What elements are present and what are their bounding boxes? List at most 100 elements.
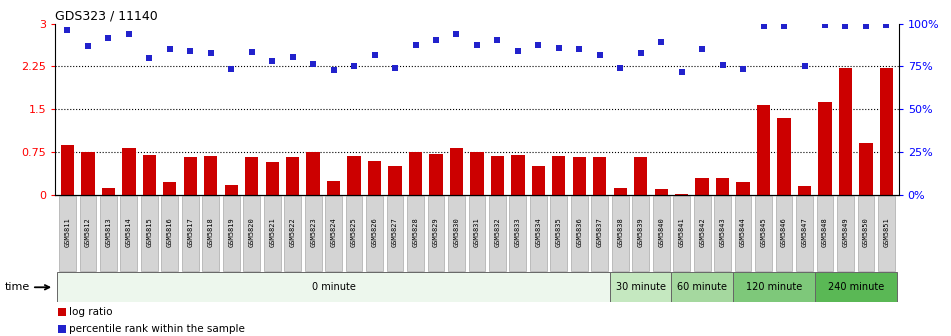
FancyBboxPatch shape: [592, 197, 609, 270]
Text: GSM5836: GSM5836: [576, 217, 582, 247]
Text: log ratio: log ratio: [69, 307, 113, 317]
Bar: [757, 104, 770, 195]
Bar: [573, 157, 586, 195]
Text: GSM5811: GSM5811: [65, 217, 70, 247]
FancyBboxPatch shape: [671, 272, 733, 302]
FancyBboxPatch shape: [387, 197, 403, 270]
Point: [572, 47, 587, 52]
Bar: [429, 154, 442, 195]
Point: [715, 62, 730, 67]
Point: [653, 39, 669, 44]
Text: GSM5822: GSM5822: [290, 217, 296, 247]
Bar: [532, 166, 545, 195]
Text: GSM5825: GSM5825: [351, 217, 357, 247]
Text: GSM5837: GSM5837: [597, 217, 603, 247]
FancyBboxPatch shape: [284, 197, 301, 270]
Bar: [471, 152, 483, 195]
Bar: [388, 166, 401, 195]
Point: [101, 35, 116, 41]
Bar: [61, 144, 74, 195]
Text: GSM5824: GSM5824: [331, 217, 337, 247]
Text: GSM5834: GSM5834: [535, 217, 541, 247]
Bar: [224, 184, 238, 195]
Bar: [880, 68, 893, 195]
Bar: [143, 155, 156, 195]
Text: 0 minute: 0 minute: [312, 282, 356, 292]
FancyBboxPatch shape: [755, 197, 772, 270]
Bar: [512, 155, 525, 195]
FancyBboxPatch shape: [735, 197, 751, 270]
Bar: [81, 152, 94, 195]
FancyBboxPatch shape: [469, 197, 485, 270]
Point: [60, 28, 75, 33]
Point: [80, 44, 95, 49]
Text: GSM5823: GSM5823: [310, 217, 316, 247]
Text: GSM5815: GSM5815: [146, 217, 152, 247]
Bar: [839, 68, 852, 195]
Text: GSM5826: GSM5826: [372, 217, 378, 247]
Bar: [306, 152, 320, 195]
Text: GSM5843: GSM5843: [720, 217, 726, 247]
Text: GSM5813: GSM5813: [106, 217, 111, 247]
Bar: [491, 156, 504, 195]
FancyBboxPatch shape: [263, 197, 281, 270]
FancyBboxPatch shape: [714, 197, 731, 270]
Text: GSM5848: GSM5848: [822, 217, 828, 247]
Text: percentile rank within the sample: percentile rank within the sample: [69, 324, 245, 334]
Point: [633, 50, 649, 56]
Point: [449, 31, 464, 37]
FancyBboxPatch shape: [652, 197, 670, 270]
Point: [511, 48, 526, 54]
FancyBboxPatch shape: [632, 197, 650, 270]
Point: [264, 58, 280, 64]
Text: GSM5841: GSM5841: [679, 217, 685, 247]
Point: [735, 67, 750, 72]
FancyBboxPatch shape: [858, 197, 874, 270]
Bar: [57, 308, 66, 316]
Text: GSM5821: GSM5821: [269, 217, 275, 247]
FancyBboxPatch shape: [878, 197, 895, 270]
Point: [244, 49, 260, 55]
Text: GSM5817: GSM5817: [187, 217, 193, 247]
Text: GSM5844: GSM5844: [740, 217, 747, 247]
Bar: [593, 157, 607, 195]
Text: GSM5818: GSM5818: [207, 217, 214, 247]
Bar: [450, 148, 463, 195]
Point: [305, 61, 320, 66]
Text: GSM5812: GSM5812: [85, 217, 91, 247]
Text: GSM5830: GSM5830: [454, 217, 459, 247]
FancyBboxPatch shape: [203, 197, 219, 270]
Bar: [613, 188, 627, 195]
Text: GSM5846: GSM5846: [781, 217, 787, 247]
FancyBboxPatch shape: [551, 197, 567, 270]
Bar: [634, 157, 648, 195]
Bar: [184, 157, 197, 195]
Bar: [675, 194, 689, 195]
FancyBboxPatch shape: [693, 197, 710, 270]
Bar: [265, 162, 279, 195]
FancyBboxPatch shape: [611, 197, 629, 270]
Text: GSM5816: GSM5816: [166, 217, 173, 247]
Text: GSM5835: GSM5835: [555, 217, 562, 247]
Bar: [102, 188, 115, 195]
Bar: [736, 182, 749, 195]
Point: [694, 47, 709, 52]
Bar: [327, 181, 340, 195]
Bar: [57, 325, 66, 333]
FancyBboxPatch shape: [366, 197, 383, 270]
Point: [204, 50, 219, 56]
Bar: [798, 186, 811, 195]
Text: GSM5832: GSM5832: [495, 217, 500, 247]
FancyBboxPatch shape: [141, 197, 158, 270]
Point: [838, 24, 853, 29]
Bar: [245, 157, 259, 195]
FancyBboxPatch shape: [121, 197, 137, 270]
Text: GSM5833: GSM5833: [514, 217, 521, 247]
Text: GSM5838: GSM5838: [617, 217, 623, 247]
FancyBboxPatch shape: [610, 272, 671, 302]
Point: [387, 66, 402, 71]
Text: 240 minute: 240 minute: [827, 282, 883, 292]
Bar: [777, 118, 790, 195]
Text: GDS323 / 11140: GDS323 / 11140: [55, 9, 158, 23]
Point: [776, 24, 791, 29]
